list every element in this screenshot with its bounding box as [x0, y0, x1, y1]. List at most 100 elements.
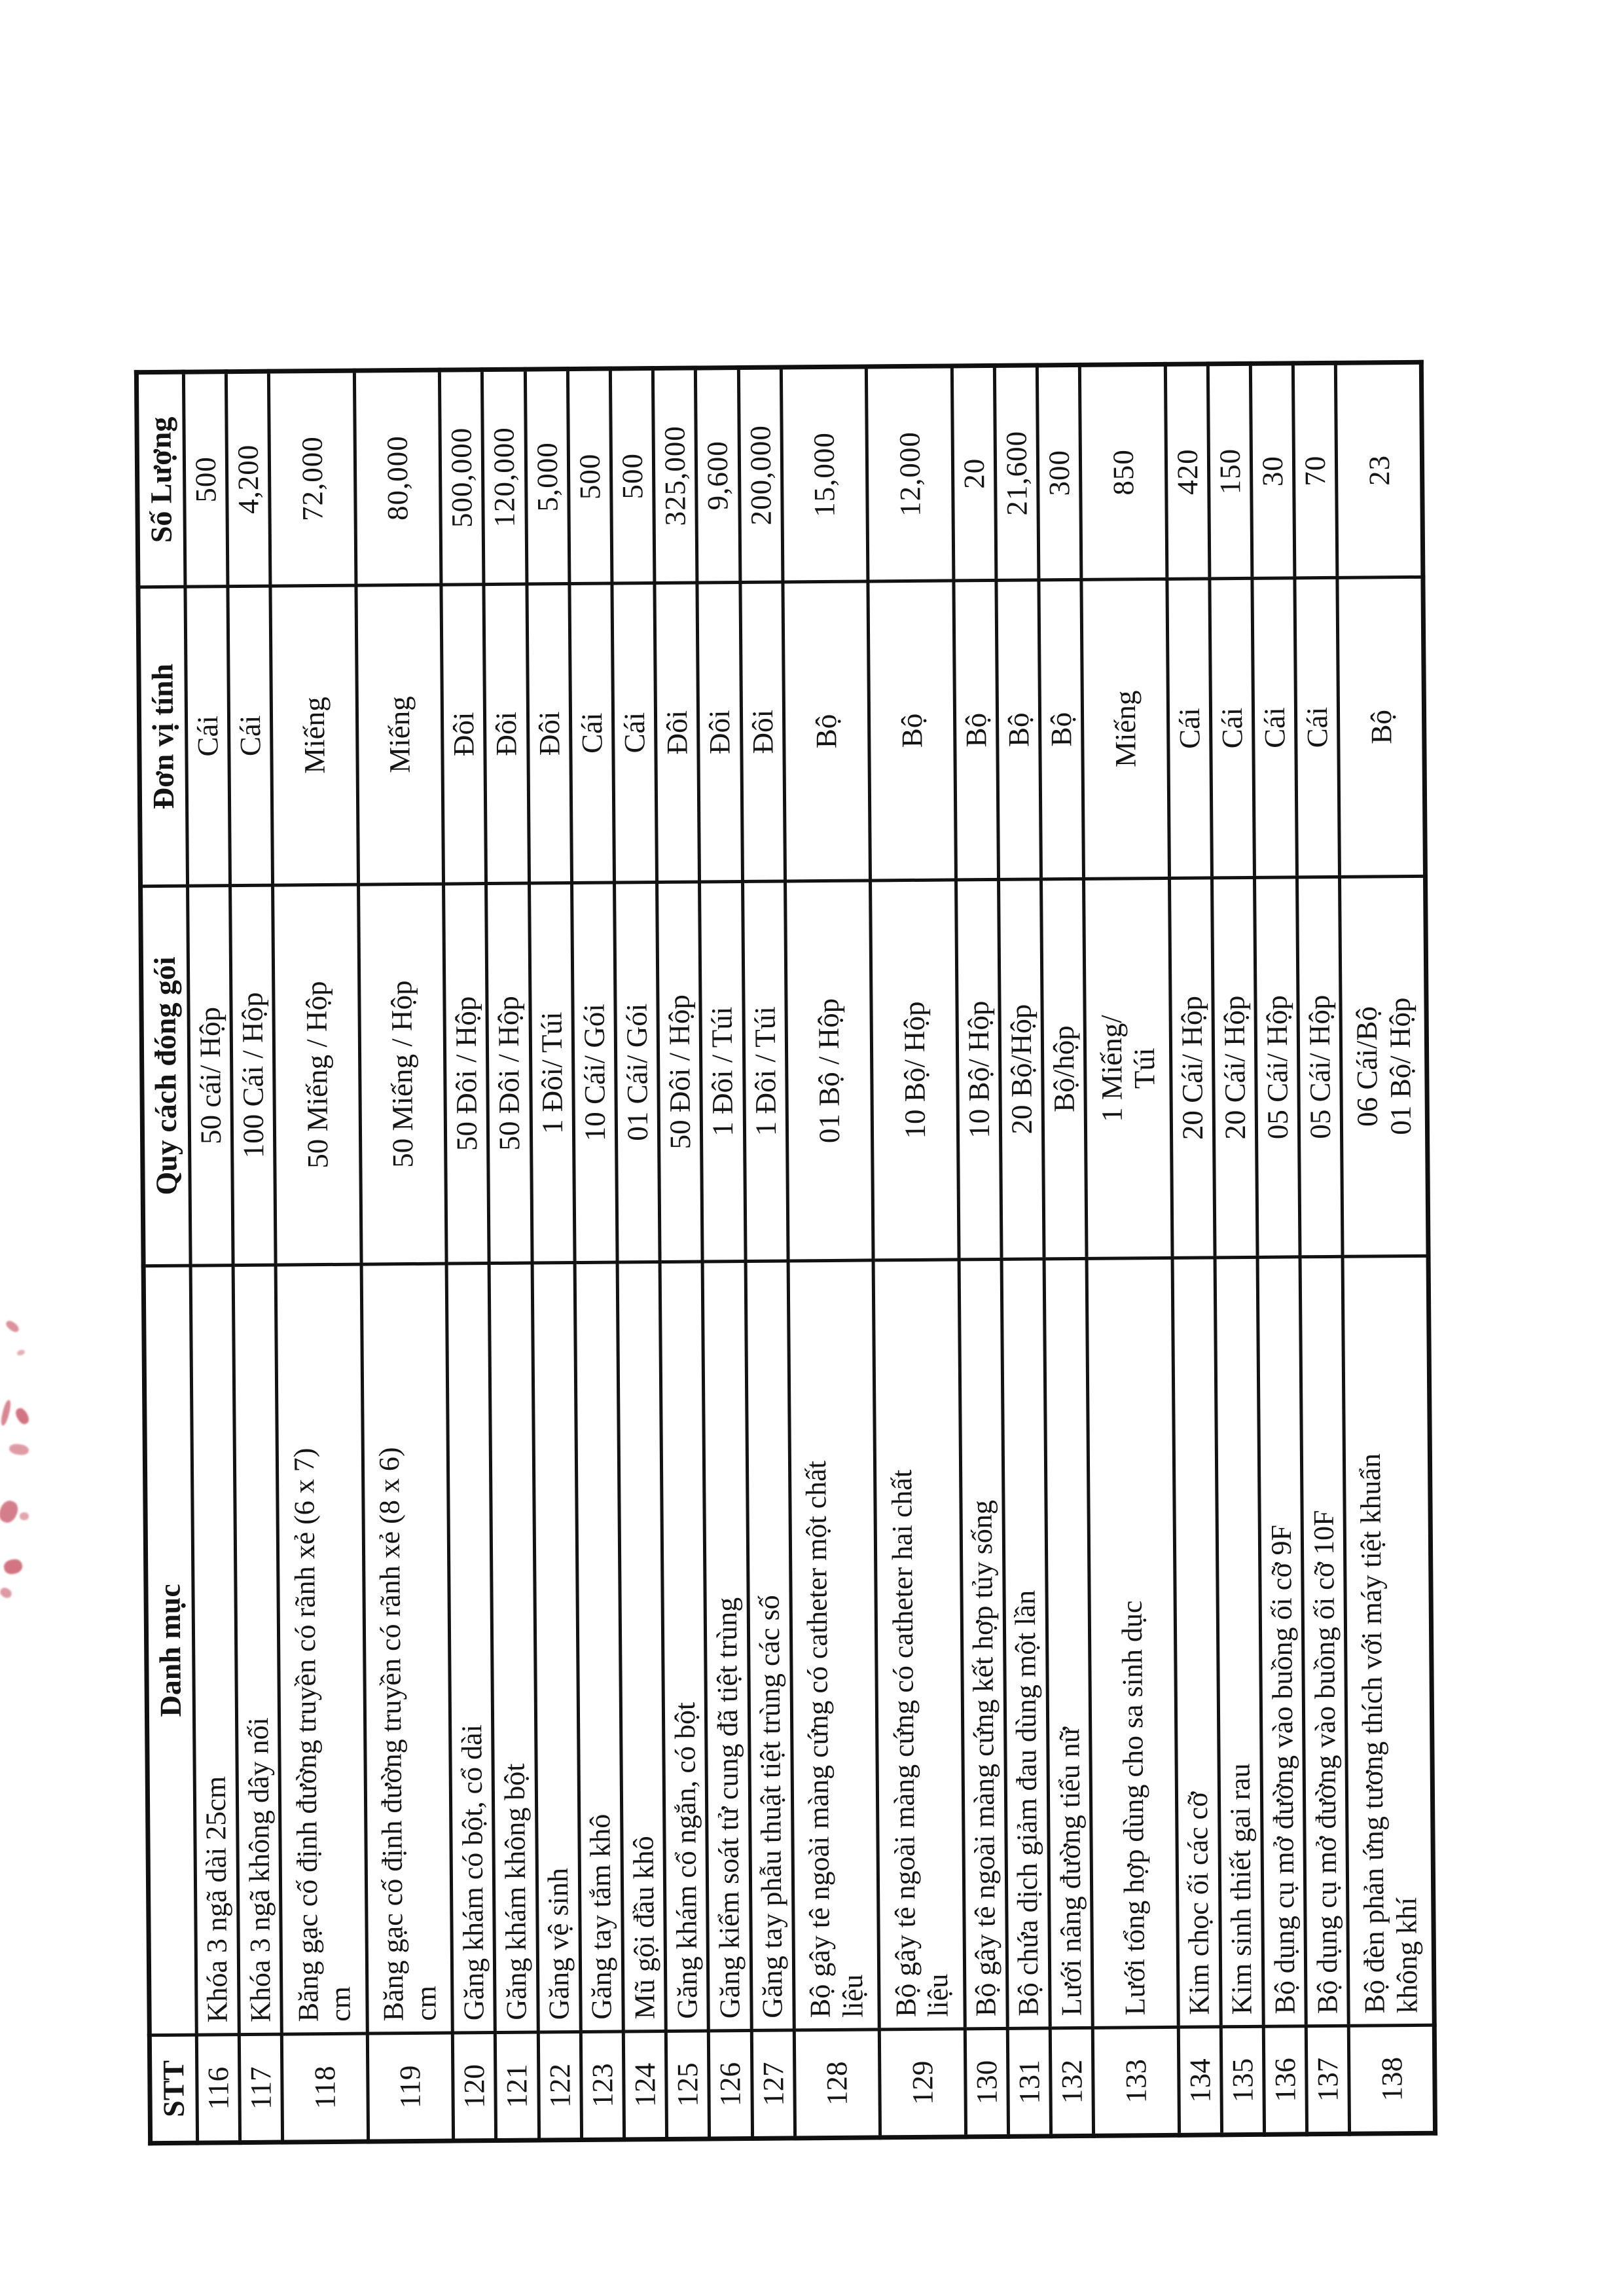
quantity-cell: 30	[1250, 363, 1295, 579]
quantity-cell: 150	[1208, 363, 1252, 579]
unit-cell: Miếng	[355, 585, 444, 885]
stt-cell: 137	[1306, 2026, 1350, 2134]
packing-cell: 01 Cái/ Gói	[614, 882, 660, 1263]
stt-cell: 130	[964, 2028, 1009, 2137]
stt-cell: 138	[1348, 2025, 1435, 2134]
quantity-cell: 325,000	[653, 368, 698, 583]
stt-cell: 131	[1007, 2028, 1051, 2137]
unit-cell: Đôi	[697, 582, 743, 883]
packing-cell: 1 Đôi / Túi	[742, 881, 788, 1262]
item-name-cell: Kim sinh thiết gai rau	[1214, 1257, 1264, 2027]
stt-cell: 132	[1050, 2028, 1094, 2136]
packing-cell: 20 Cái/ Hộp	[1169, 877, 1215, 1258]
item-name-cell: Găng vệ sinh	[532, 1262, 581, 2033]
item-name-cell: Bộ dụng cụ mở đường vào buồng ối cỡ 10F	[1300, 1256, 1349, 2026]
unit-cell: Bộ	[1038, 579, 1084, 879]
item-name-cell: Găng tay phẫu thuật tiệt trùng các số	[745, 1260, 795, 2031]
item-name-cell: Băng gạc cố định đường truyền có rãnh xẻ…	[361, 1264, 453, 2034]
quantity-cell: 120,000	[482, 369, 527, 585]
packing-cell: 20 Bộ/Hộp	[998, 879, 1045, 1260]
header-danh-muc: Danh mục	[143, 1266, 197, 2035]
unit-cell: Đôi	[655, 583, 700, 883]
item-name-cell: Băng gạc cố định đường truyền có rãnh xẻ…	[276, 1264, 368, 2035]
quantity-cell: 200,000	[738, 367, 783, 583]
unit-cell: Cái	[228, 586, 273, 886]
quantity-cell: 420	[1165, 363, 1210, 579]
packing-cell: 50 Đôi / Hộp	[657, 882, 703, 1262]
item-name-cell: Găng khám có bột, cổ dài	[446, 1263, 496, 2033]
quantity-cell: 500	[568, 369, 612, 584]
unit-cell: Bộ	[868, 580, 956, 881]
stt-cell: 119	[367, 2033, 454, 2142]
quantity-cell: 850	[1079, 364, 1167, 580]
unit-cell: Cái	[569, 583, 615, 883]
unit-cell: Cái	[1209, 578, 1255, 878]
item-name-cell: Kim chọc ối các cỡ	[1172, 1257, 1221, 2028]
quantity-cell: 20	[951, 365, 996, 581]
item-name-cell: Lưới tổng hợp dùng cho sa sinh dục	[1087, 1258, 1178, 2028]
unit-cell: Đôi	[526, 583, 572, 884]
stt-cell: 136	[1263, 2026, 1307, 2135]
quantity-cell: 21,600	[994, 365, 1039, 581]
unit-cell: Bộ	[1337, 577, 1426, 877]
packing-cell: 50 Miếng / Hộp	[272, 884, 361, 1266]
header-stt: STT	[149, 2035, 198, 2143]
table-row: 129 Bộ gây tê ngoài màng cứng có catheter…	[866, 365, 966, 2138]
packing-cell: 10 Bộ/ Hộp	[956, 879, 1001, 1260]
stt-cell: 116	[196, 2034, 240, 2143]
stt-cell: 124	[623, 2031, 667, 2140]
item-name-cell: Bộ gây tê ngoài màng cứng có catheter ha…	[873, 1259, 965, 2030]
stt-cell: 123	[581, 2031, 624, 2140]
packing-cell: 1 Đôi/ Túi	[529, 883, 575, 1264]
quantity-cell: 4,200	[226, 371, 271, 587]
packing-cell: 10 Cái/ Gói	[571, 883, 618, 1263]
stt-cell: 135	[1221, 2026, 1265, 2135]
unit-cell: Đôi	[441, 584, 486, 884]
stt-cell: 125	[666, 2030, 710, 2140]
stamp-mark	[0, 1586, 14, 1600]
quantity-cell: 70	[1293, 363, 1338, 578]
stt-cell: 118	[281, 2033, 369, 2143]
unit-cell: Cái	[611, 583, 657, 883]
packing-cell: 06 Cái/Bộ 01 Bộ/ Hộp	[1339, 876, 1429, 1257]
item-name-cell: Bộ chứa dịch giảm đau dùng một lần	[1001, 1258, 1051, 2029]
item-name-cell: Khóa 3 ngã dài 25cm	[190, 1265, 240, 2035]
stt-cell: 127	[751, 2030, 795, 2139]
supplies-table: STT Danh mục Quy cách đóng gói Đơn vị tí…	[134, 359, 1438, 2146]
quantity-cell: 500	[183, 371, 228, 587]
table-row: 133 Lưới tổng hợp dùng cho sa sinh dục 1 M…	[1079, 364, 1180, 2136]
item-name-cell: Bộ gây tê ngoài màng cứng có catheter mộ…	[787, 1260, 880, 2030]
stt-cell: 122	[537, 2032, 582, 2141]
packing-cell: 20 Cái/ Hộp	[1212, 877, 1258, 1258]
stamp-mark	[20, 1512, 29, 1520]
stt-cell: 120	[452, 2032, 497, 2141]
unit-cell: Bộ	[996, 579, 1041, 880]
stamp-mark	[0, 1399, 12, 1427]
item-name-cell: Bộ gây tê ngoài màng cứng kết hợp tủy số…	[958, 1259, 1008, 2029]
packing-cell: 1 Miếng/ Túi	[1083, 878, 1172, 1259]
item-name-cell: Lưới nâng đường tiểu nữ	[1044, 1258, 1093, 2028]
item-name-cell: Bộ đèn phản ứng tương thích với máy tiệt…	[1343, 1256, 1435, 2026]
unit-cell: Cái	[185, 586, 230, 886]
unit-cell: Bộ	[953, 580, 999, 880]
stt-cell: 134	[1178, 2026, 1222, 2136]
stamp-mark	[0, 1498, 21, 1525]
unit-cell: Cái	[1252, 577, 1297, 878]
packing-cell: 05 Cái/ Hộp	[1297, 877, 1343, 1257]
unit-cell: Cái	[1166, 578, 1212, 879]
packing-cell: 1 Đôi / Túi	[699, 881, 746, 1262]
item-name-cell: Găng khám cổ ngắn, có bột	[660, 1261, 709, 2032]
header-so-luong: Số Lượng	[136, 372, 185, 587]
item-name-cell: Găng tay tắm khô	[574, 1262, 624, 2032]
stamp-mark	[4, 1319, 21, 1334]
packing-cell: 50 Đôi / Hộp	[443, 883, 490, 1264]
rotated-table-container: STT Danh mục Quy cách đóng gói Đơn vị tí…	[134, 359, 1438, 2146]
quantity-cell: 300	[1037, 365, 1082, 580]
quantity-cell: 72,000	[268, 371, 356, 587]
packing-cell: 50 Miếng / Hộp	[358, 884, 447, 1265]
packing-cell: 01 Bộ / Hộp	[785, 880, 874, 1261]
stt-cell: 128	[794, 2029, 880, 2138]
stamp-mark	[9, 1442, 29, 1457]
unit-cell: Miếng	[1081, 579, 1170, 879]
